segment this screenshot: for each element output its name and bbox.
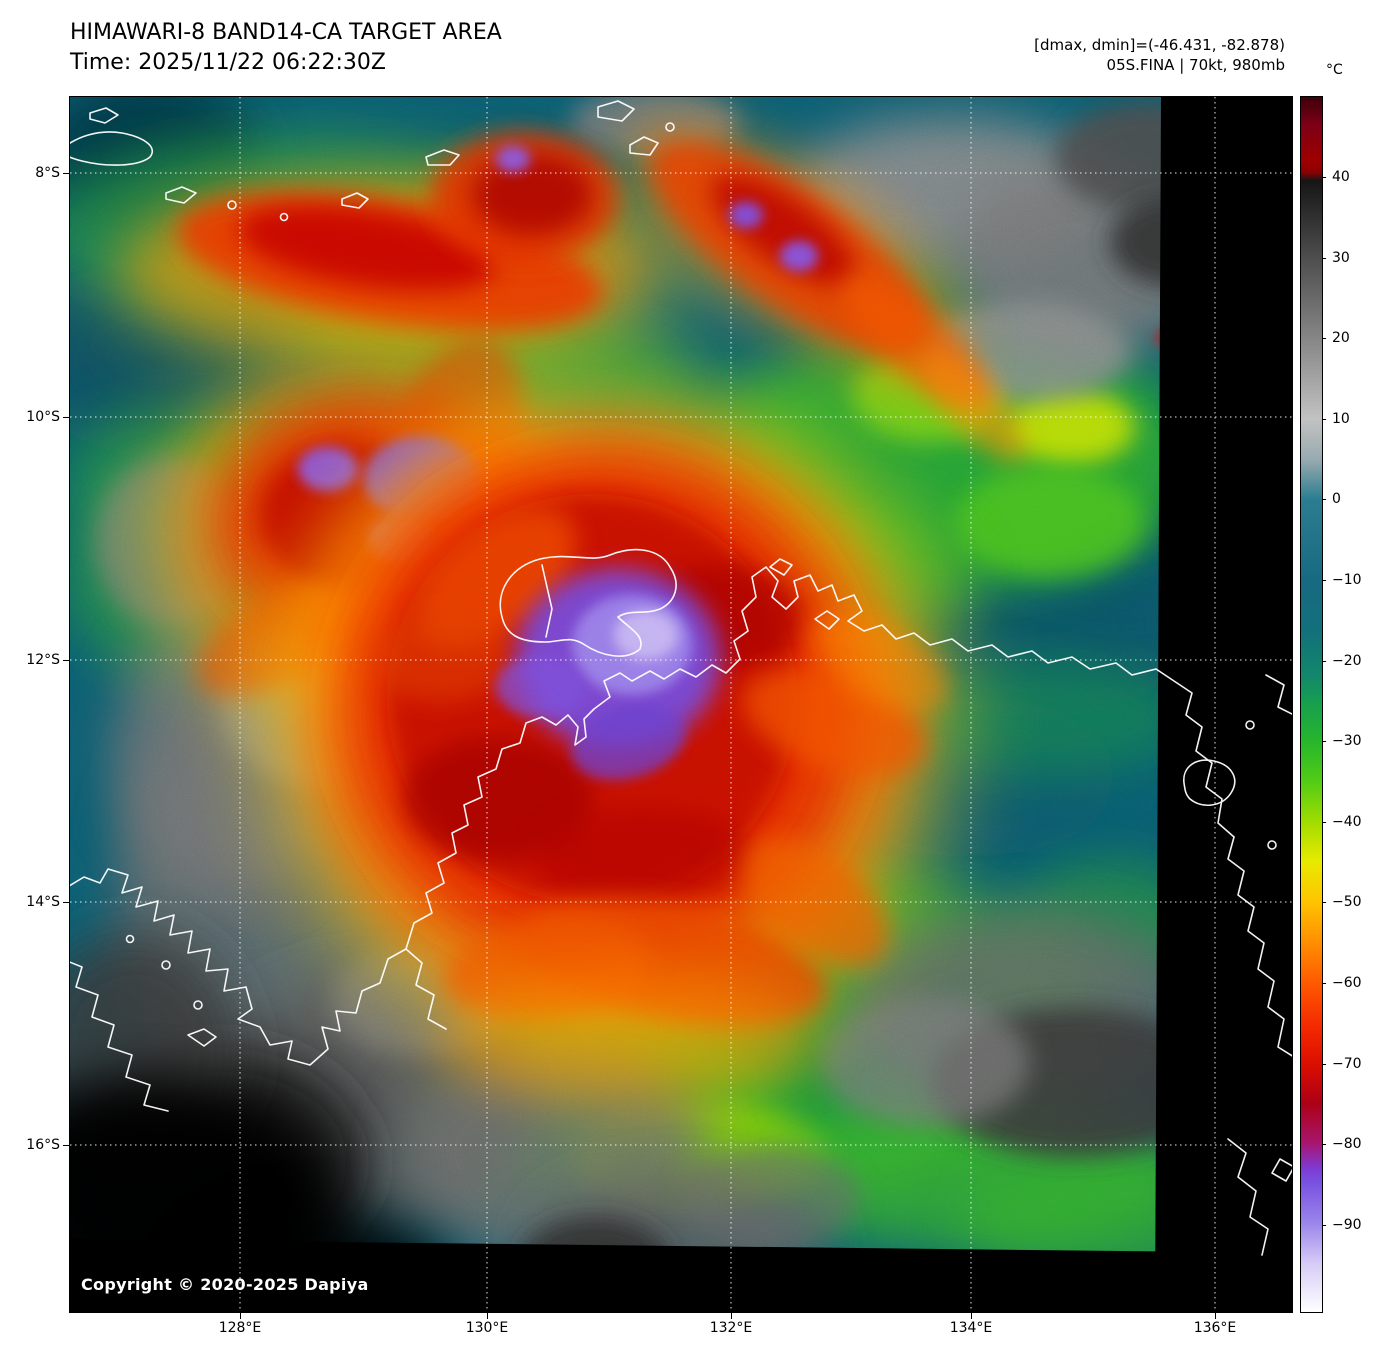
dmax-dmin-annotation: [dmax, dmin]=(-46.431, -82.878) xyxy=(1034,36,1285,54)
timestamp: Time: 2025/11/22 06:22:30Z xyxy=(70,50,386,75)
lon-tick-mark xyxy=(731,1313,732,1319)
lon-tick-label: 136°E xyxy=(1193,1320,1237,1336)
colorbar-tick-label: −40 xyxy=(1332,814,1362,830)
page-title: HIMAWARI-8 BAND14-CA TARGET AREA xyxy=(70,20,502,45)
colorbar-tick-label: 0 xyxy=(1332,491,1341,507)
copyright-text: Copyright © 2020-2025 Dapiya xyxy=(81,1275,369,1294)
colorbar-tick-mark xyxy=(1322,1144,1326,1145)
colorbar-tick-label: −20 xyxy=(1332,653,1362,669)
lat-tick-label: 10°S xyxy=(26,409,60,425)
lat-tick-label: 14°S xyxy=(26,894,60,910)
lat-tick-label: 12°S xyxy=(26,652,60,668)
lon-tick-label: 134°E xyxy=(949,1320,993,1336)
colorbar-tick-label: 30 xyxy=(1332,250,1350,266)
lon-tick-label: 132°E xyxy=(709,1320,753,1336)
lat-tick-mark xyxy=(63,1145,69,1146)
colorbar-tick-label: −10 xyxy=(1332,572,1362,588)
lon-tick-mark xyxy=(487,1313,488,1319)
colorbar-tick-label: −60 xyxy=(1332,975,1362,991)
colorbar-tick-mark xyxy=(1322,419,1326,420)
colorbar-tick-mark xyxy=(1322,338,1326,339)
colorbar-tick-label: −70 xyxy=(1332,1056,1362,1072)
colorbar-tick-mark xyxy=(1322,1064,1326,1065)
lat-tick-mark xyxy=(63,902,69,903)
colorbar-tick-mark xyxy=(1322,741,1326,742)
lon-tick-label: 128°E xyxy=(218,1320,262,1336)
colorbar-tick-mark xyxy=(1322,1225,1326,1226)
colorbar-tick-mark xyxy=(1322,499,1326,500)
storm-annotation: 05S.FINA | 70kt, 980mb xyxy=(1106,56,1285,74)
lon-tick-mark xyxy=(240,1313,241,1319)
colorbar-tick-mark xyxy=(1322,822,1326,823)
colorbar-tick-label: −80 xyxy=(1332,1136,1362,1152)
colorbar-tick-mark xyxy=(1322,580,1326,581)
graticule-gridlines xyxy=(70,97,1292,1312)
satellite-map: Copyright © 2020-2025 Dapiya xyxy=(69,96,1293,1313)
lat-tick-label: 8°S xyxy=(35,165,60,181)
colorbar-unit-label: °C xyxy=(1326,62,1343,78)
satellite-ir-image xyxy=(70,97,1292,1312)
colorbar-tick-mark xyxy=(1322,258,1326,259)
coastlines xyxy=(70,100,1292,1256)
colorbar-tick-label: −50 xyxy=(1332,894,1362,910)
colorbar-tick-label: −30 xyxy=(1332,733,1362,749)
lat-tick-label: 16°S xyxy=(26,1137,60,1153)
colorbar-tick-mark xyxy=(1322,661,1326,662)
no-data-regions xyxy=(70,97,1292,1312)
colorbar-tick-label: 10 xyxy=(1332,411,1350,427)
colorbar-tick-label: −90 xyxy=(1332,1217,1362,1233)
colorbar-tick-mark xyxy=(1322,983,1326,984)
colorbar-tick-mark xyxy=(1322,177,1326,178)
colorbar xyxy=(1300,96,1323,1313)
lat-tick-mark xyxy=(63,417,69,418)
lat-tick-mark xyxy=(63,660,69,661)
colorbar-tick-label: 20 xyxy=(1332,330,1350,346)
colorbar-tick-label: 40 xyxy=(1332,169,1350,185)
lat-tick-mark xyxy=(63,173,69,174)
lon-tick-label: 130°E xyxy=(465,1320,509,1336)
colorbar-tick-mark xyxy=(1322,902,1326,903)
lon-tick-mark xyxy=(1215,1313,1216,1319)
lon-tick-mark xyxy=(971,1313,972,1319)
